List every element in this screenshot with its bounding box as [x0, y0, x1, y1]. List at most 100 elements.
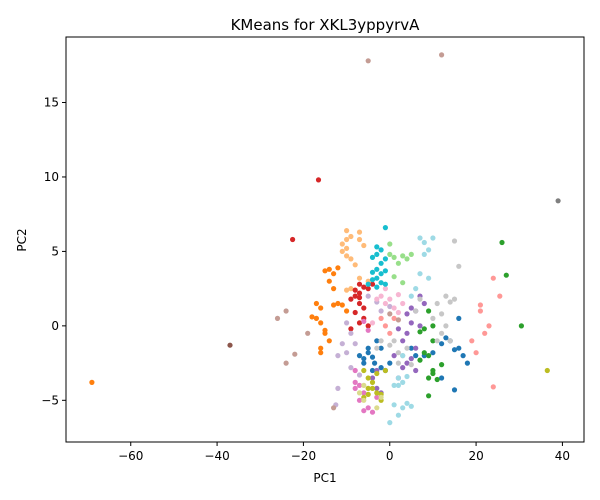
- scatter-point: [395, 309, 401, 316]
- scatter-point: [292, 351, 298, 357]
- scatter-point: [374, 251, 380, 257]
- scatter-point: [417, 357, 423, 363]
- scatter-point: [369, 320, 376, 326]
- scatter-point: [404, 330, 410, 336]
- scatter-point: [365, 327, 371, 333]
- scatter-point: [369, 254, 376, 260]
- scatter-point: [374, 296, 380, 302]
- scatter-point: [408, 293, 414, 299]
- scatter-point: [378, 260, 384, 266]
- scatter-point: [326, 266, 332, 272]
- scatter-point: [451, 347, 458, 353]
- scatter-point: [322, 268, 328, 274]
- scatter-point: [369, 385, 376, 391]
- scatter-point: [387, 251, 393, 257]
- scatter-point: [374, 405, 380, 411]
- y-tick-label: 5: [51, 244, 59, 258]
- scatter-point: [404, 345, 410, 351]
- scatter-point: [451, 296, 458, 302]
- scatter-point: [499, 239, 505, 246]
- scatter-point: [391, 254, 397, 260]
- scatter-point: [374, 275, 380, 281]
- scatter-point: [404, 311, 410, 317]
- chart-title: KMeans for XKL3yppyrvA: [231, 16, 421, 34]
- scatter-point: [426, 353, 432, 359]
- scatter-point: [356, 397, 363, 403]
- scatter-point: [490, 384, 496, 390]
- scatter-point: [331, 405, 337, 411]
- scatter-point: [356, 300, 363, 307]
- scatter-point: [421, 350, 427, 356]
- scatter-point: [352, 385, 358, 391]
- scatter-point: [451, 238, 458, 244]
- scatter-point: [464, 360, 470, 366]
- scatter-point: [413, 345, 419, 351]
- scatter-point: [326, 338, 332, 344]
- scatter-point: [555, 198, 561, 204]
- scatter-point: [430, 315, 436, 321]
- scatter-point: [426, 275, 432, 281]
- scatter-point: [365, 391, 371, 397]
- scatter-point: [391, 353, 397, 359]
- scatter-point: [356, 295, 363, 301]
- scatter-point: [382, 225, 388, 231]
- scatter-point: [434, 338, 440, 344]
- scatter-point: [497, 293, 503, 299]
- scatter-point: [408, 362, 414, 368]
- scatter-point: [378, 394, 384, 400]
- scatter-point: [421, 326, 427, 332]
- scatter-point: [348, 326, 354, 332]
- scatter-point: [344, 236, 350, 243]
- scatter-point: [426, 247, 432, 253]
- scatter-point: [365, 405, 371, 411]
- scatter-point: [352, 341, 358, 347]
- scatter-point: [335, 385, 341, 391]
- y-axis-ticks: −5 0 5 10 15: [41, 96, 66, 407]
- scatter-point: [382, 281, 388, 287]
- scatter-point: [408, 305, 414, 311]
- scatter-point: [430, 323, 436, 329]
- scatter-point: [356, 320, 363, 326]
- scatter-point: [404, 360, 410, 366]
- scatter-point: [378, 338, 384, 344]
- scatter-point: [356, 290, 363, 296]
- scatter-point: [447, 299, 453, 305]
- scatter-point: [361, 408, 367, 414]
- scatter-point: [391, 402, 397, 408]
- scatter-point: [305, 330, 311, 336]
- scatter-point: [439, 311, 445, 317]
- scatter-point: [518, 323, 525, 329]
- scatter-point: [426, 308, 432, 314]
- scatter-point: [365, 345, 371, 351]
- scatter-point: [391, 305, 397, 311]
- scatter-point: [456, 345, 462, 351]
- scatter-point: [331, 271, 337, 277]
- scatter-point: [382, 300, 388, 307]
- scatter-point: [369, 379, 376, 385]
- scatter-point: [378, 308, 384, 314]
- scatter-point: [430, 367, 436, 374]
- scatter-point: [408, 345, 414, 351]
- x-tick-label: 20: [468, 449, 483, 463]
- scatter-point: [413, 353, 419, 359]
- scatter-point: [335, 265, 341, 271]
- scatter-point: [413, 286, 419, 292]
- scatter-point: [395, 360, 401, 366]
- scatter-point: [477, 302, 483, 308]
- y-tick-label: −5: [41, 393, 59, 407]
- scatter-point: [365, 281, 371, 287]
- scatter-point: [387, 330, 393, 336]
- scatter-point: [486, 323, 492, 329]
- scatter-point: [439, 362, 445, 368]
- scatter-point: [339, 248, 345, 254]
- scatter-point: [344, 228, 350, 234]
- scatter-point: [395, 375, 401, 381]
- scatter-point: [318, 345, 324, 351]
- scatter-point: [378, 315, 384, 321]
- scatter-point: [395, 317, 401, 323]
- scatter-point: [439, 375, 445, 381]
- scatter-point: [439, 341, 445, 347]
- scatter-point: [356, 229, 363, 235]
- scatter-point: [395, 350, 401, 356]
- scatter-point: [356, 353, 363, 359]
